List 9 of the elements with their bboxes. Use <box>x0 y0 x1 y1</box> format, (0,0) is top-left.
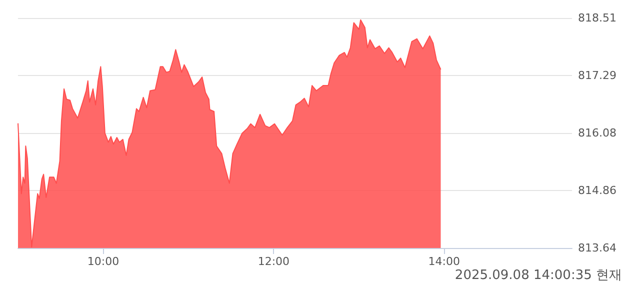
x-tick-label: 14:00 <box>428 255 460 268</box>
y-tick-label: 818.51 <box>578 12 616 24</box>
x-tick-label: 10:00 <box>87 255 120 268</box>
x-tick-label: 12:00 <box>258 255 290 268</box>
text: 2025.09.08 14:00:35 현재 <box>454 268 622 283</box>
y-tick-label: 817.29 <box>578 69 616 82</box>
y-tick-label: 814.86 <box>578 184 616 197</box>
y-tick-label: 813.64 <box>578 242 616 254</box>
y-tick-label: 816.08 <box>578 126 616 140</box>
